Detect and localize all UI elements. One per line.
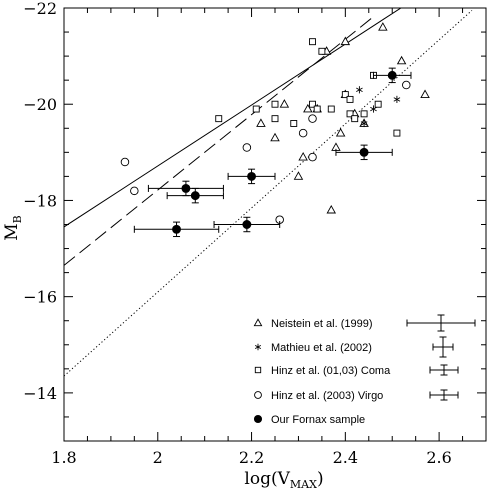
data-point-fornax (359, 147, 369, 157)
data-point-circle (308, 114, 317, 123)
data-point-square (346, 110, 354, 118)
legend-label: Hinz et al. (01,03) Coma (271, 365, 391, 377)
x-axis-title-sub: MAX (290, 478, 317, 491)
legend-label: Neistein et al. (1999) (271, 318, 373, 330)
legend-marker-filled-circle (253, 414, 263, 424)
legend-label: Mathieu et al. (2002) (271, 342, 372, 354)
data-point-triangle (270, 132, 280, 142)
y-tick-label: −22 (23, 0, 57, 18)
data-point-circle (308, 152, 317, 162)
data-point-triangle (396, 55, 407, 65)
y-axis-title-sub: B (11, 215, 24, 223)
data-point-circle (120, 157, 130, 167)
y-tick-label: −18 (23, 191, 57, 210)
data-point-triangle (303, 103, 313, 113)
data-point-square (313, 105, 321, 113)
asterisk-stroke (254, 344, 262, 350)
asterisk-stroke (360, 121, 368, 126)
fit-line-dashed (64, 16, 374, 266)
x-tick-label: 2 (153, 448, 163, 467)
data-point-fornax (387, 70, 397, 80)
data-point-square (215, 115, 223, 123)
data-point-square (271, 115, 279, 123)
data-point-square (318, 47, 326, 55)
legend-marker-asterisk (254, 343, 262, 351)
data-point-fornax (190, 191, 200, 201)
legend-error-bar (406, 314, 476, 332)
fit-lines (64, 8, 473, 377)
data-point-triangle (378, 22, 388, 31)
data-point-circle (242, 143, 252, 152)
data-point-square (374, 100, 382, 108)
data-point-asterisk (393, 95, 401, 104)
data-point-circle (402, 80, 411, 90)
y-tick-label: −20 (23, 95, 57, 114)
data-point-triangle (340, 36, 351, 46)
x-axis-title: log(VMAX) (244, 469, 323, 491)
y-tick-label: −16 (23, 288, 57, 307)
data-point-square (341, 91, 349, 99)
fit-line-dotted (64, 10, 473, 377)
x-tick-label: 2.2 (239, 448, 264, 467)
data-point-square (252, 105, 260, 113)
legend-error-bar (429, 389, 459, 401)
data-point-triangle (335, 127, 346, 137)
data-point-circle (298, 128, 308, 138)
data-point-square (360, 110, 368, 118)
data-point-triangle (279, 99, 290, 108)
asterisk-stroke (393, 97, 401, 102)
data-points (120, 22, 430, 238)
y-axis-title: MB (2, 215, 24, 241)
legend: Neistein et al. (1999) Mathieu et al. (20… (253, 314, 476, 426)
data-point-circle (130, 186, 139, 196)
data-point-fornax (172, 224, 181, 234)
legend-error-bar (429, 364, 459, 376)
data-point-fornax (242, 220, 252, 229)
axes: 1.8 2 2.2 2.4 2.6 −14 −16 −18 −20 −22 (23, 0, 487, 467)
x-axis-title-close: ) (317, 469, 324, 489)
data-point-triangle (256, 118, 266, 127)
legend-label: Hinz et al. (2003) Virgo (271, 390, 383, 402)
data-point-square (309, 100, 316, 108)
x-axis-title-main: log(V (244, 469, 290, 489)
data-point-square (290, 120, 298, 127)
x-tick-label: 2.4 (333, 448, 358, 467)
data-point-triangle (420, 89, 430, 98)
x-tick-label: 1.8 (51, 448, 76, 467)
data-point-triangle (298, 152, 308, 161)
data-point-square (327, 105, 335, 113)
legend-error-bar (432, 336, 454, 358)
data-point-square (346, 95, 354, 103)
asterisk-stroke (356, 87, 363, 92)
legend-marker-triangle (253, 318, 263, 327)
data-point-asterisk (360, 119, 368, 128)
data-point-asterisk (356, 86, 363, 94)
legend-label: Our Fornax sample (271, 414, 365, 426)
data-point-triangle (326, 204, 337, 214)
data-point-fornax (181, 183, 191, 193)
data-point-square (309, 38, 316, 46)
x-tick-label: 2.6 (426, 448, 451, 467)
data-point-square (393, 129, 401, 137)
data-point-triangle (293, 171, 304, 180)
y-tick-label: −14 (23, 384, 57, 403)
data-point-square (271, 100, 279, 108)
y-axis-title-main: M (2, 223, 22, 240)
fit-line-solid (64, 8, 402, 228)
asterisk-stroke (370, 106, 377, 112)
legend-marker-circle (254, 391, 262, 399)
data-point-square (351, 115, 359, 123)
data-point-asterisk (370, 105, 377, 113)
data-point-fornax (247, 171, 257, 181)
legend-marker-square (254, 366, 262, 374)
